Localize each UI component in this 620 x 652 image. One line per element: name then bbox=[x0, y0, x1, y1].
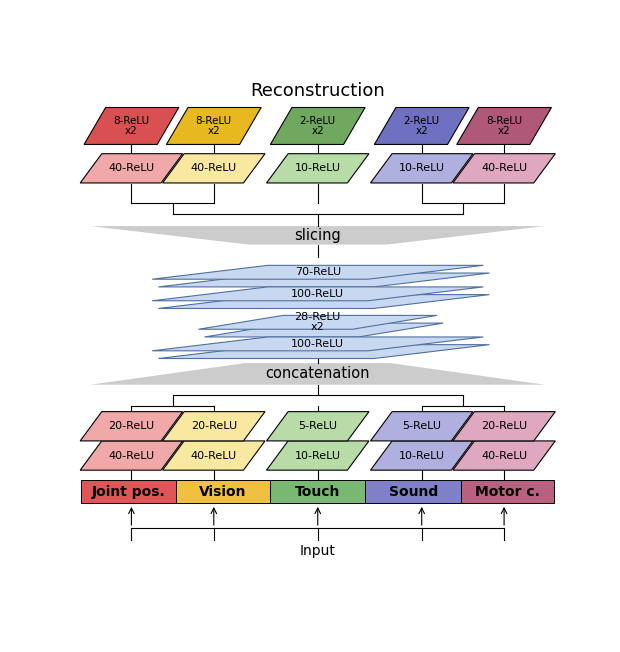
Text: 40-ReLU: 40-ReLU bbox=[191, 164, 237, 173]
Text: 20-ReLU: 20-ReLU bbox=[481, 421, 527, 431]
Polygon shape bbox=[267, 411, 369, 441]
Polygon shape bbox=[453, 441, 556, 470]
Text: 8-ReLU
x2: 8-ReLU x2 bbox=[486, 115, 522, 136]
Bar bbox=[365, 480, 461, 503]
Text: Input: Input bbox=[300, 544, 335, 558]
Polygon shape bbox=[457, 108, 551, 145]
Text: 40-ReLU: 40-ReLU bbox=[108, 164, 154, 173]
Text: 10-ReLU: 10-ReLU bbox=[399, 164, 445, 173]
Polygon shape bbox=[152, 287, 484, 301]
Text: 5-ReLU: 5-ReLU bbox=[402, 421, 441, 431]
Polygon shape bbox=[91, 226, 545, 244]
Text: 8-ReLU
x2: 8-ReLU x2 bbox=[113, 115, 149, 136]
Polygon shape bbox=[267, 441, 369, 470]
Polygon shape bbox=[371, 441, 473, 470]
Text: Reconstruction: Reconstruction bbox=[250, 82, 385, 100]
Polygon shape bbox=[166, 108, 261, 145]
Polygon shape bbox=[270, 108, 365, 145]
Bar bbox=[81, 480, 176, 503]
Bar bbox=[176, 480, 270, 503]
Text: 20-ReLU: 20-ReLU bbox=[191, 421, 237, 431]
Text: 2-ReLU
x2: 2-ReLU x2 bbox=[299, 115, 336, 136]
Text: 20-ReLU: 20-ReLU bbox=[108, 421, 154, 431]
Bar bbox=[270, 480, 366, 503]
Polygon shape bbox=[205, 323, 443, 337]
Text: 28-ReLU
x2: 28-ReLU x2 bbox=[294, 312, 341, 333]
Polygon shape bbox=[453, 411, 556, 441]
Text: 40-ReLU: 40-ReLU bbox=[191, 451, 237, 460]
Polygon shape bbox=[80, 441, 183, 470]
Text: 100-ReLU: 100-ReLU bbox=[291, 289, 344, 299]
Polygon shape bbox=[267, 154, 369, 183]
Text: 10-ReLU: 10-ReLU bbox=[294, 164, 341, 173]
Text: Vision: Vision bbox=[199, 484, 247, 499]
Text: 40-ReLU: 40-ReLU bbox=[481, 164, 527, 173]
Text: 100-ReLU: 100-ReLU bbox=[291, 339, 344, 349]
Polygon shape bbox=[198, 316, 437, 329]
Polygon shape bbox=[80, 411, 183, 441]
Polygon shape bbox=[162, 441, 265, 470]
Text: 10-ReLU: 10-ReLU bbox=[294, 451, 341, 460]
Polygon shape bbox=[371, 154, 473, 183]
Polygon shape bbox=[162, 154, 265, 183]
Polygon shape bbox=[158, 295, 489, 308]
Polygon shape bbox=[371, 411, 473, 441]
Polygon shape bbox=[80, 154, 183, 183]
Text: Joint pos.: Joint pos. bbox=[92, 484, 166, 499]
Bar bbox=[461, 480, 554, 503]
Polygon shape bbox=[152, 337, 484, 351]
Text: 40-ReLU: 40-ReLU bbox=[108, 451, 154, 460]
Polygon shape bbox=[91, 363, 545, 385]
Polygon shape bbox=[158, 273, 489, 287]
Text: 70-ReLU: 70-ReLU bbox=[294, 267, 341, 277]
Text: 5-ReLU: 5-ReLU bbox=[298, 421, 337, 431]
Polygon shape bbox=[84, 108, 179, 145]
Polygon shape bbox=[374, 108, 469, 145]
Text: Sound: Sound bbox=[389, 484, 438, 499]
Text: 40-ReLU: 40-ReLU bbox=[481, 451, 527, 460]
Text: 8-ReLU
x2: 8-ReLU x2 bbox=[196, 115, 232, 136]
Text: 2-ReLU
x2: 2-ReLU x2 bbox=[404, 115, 440, 136]
Polygon shape bbox=[158, 345, 489, 359]
Text: Motor c.: Motor c. bbox=[475, 484, 540, 499]
Text: concatenation: concatenation bbox=[265, 366, 370, 381]
Text: 10-ReLU: 10-ReLU bbox=[399, 451, 445, 460]
Text: slicing: slicing bbox=[294, 228, 341, 243]
Polygon shape bbox=[152, 265, 484, 279]
Polygon shape bbox=[162, 411, 265, 441]
Polygon shape bbox=[453, 154, 556, 183]
Text: Touch: Touch bbox=[295, 484, 340, 499]
